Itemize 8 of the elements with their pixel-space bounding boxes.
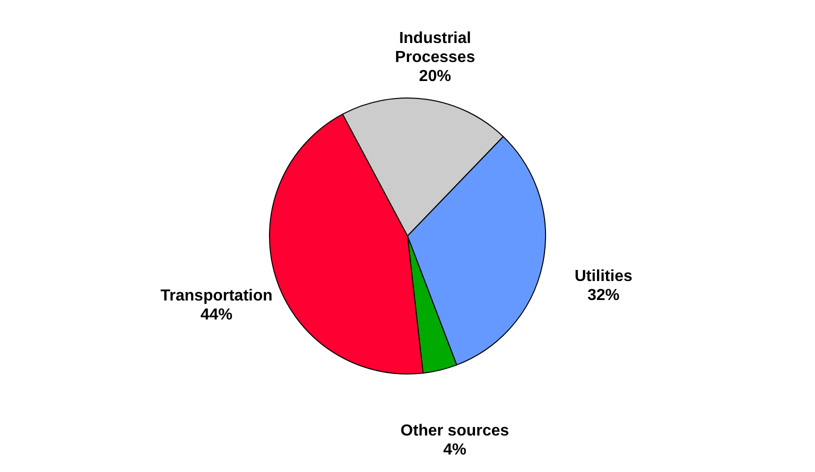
data-label: 44% [200,306,233,324]
slice-label: Utilities [574,268,632,285]
slice-label: Transportation [160,287,273,304]
data-label: 32% [587,286,620,304]
data-label: 20% [419,68,452,85]
slice-label: Other sources [400,422,510,440]
slice-label: Industrial Processes [395,30,476,66]
data-label: 4% [443,441,466,458]
